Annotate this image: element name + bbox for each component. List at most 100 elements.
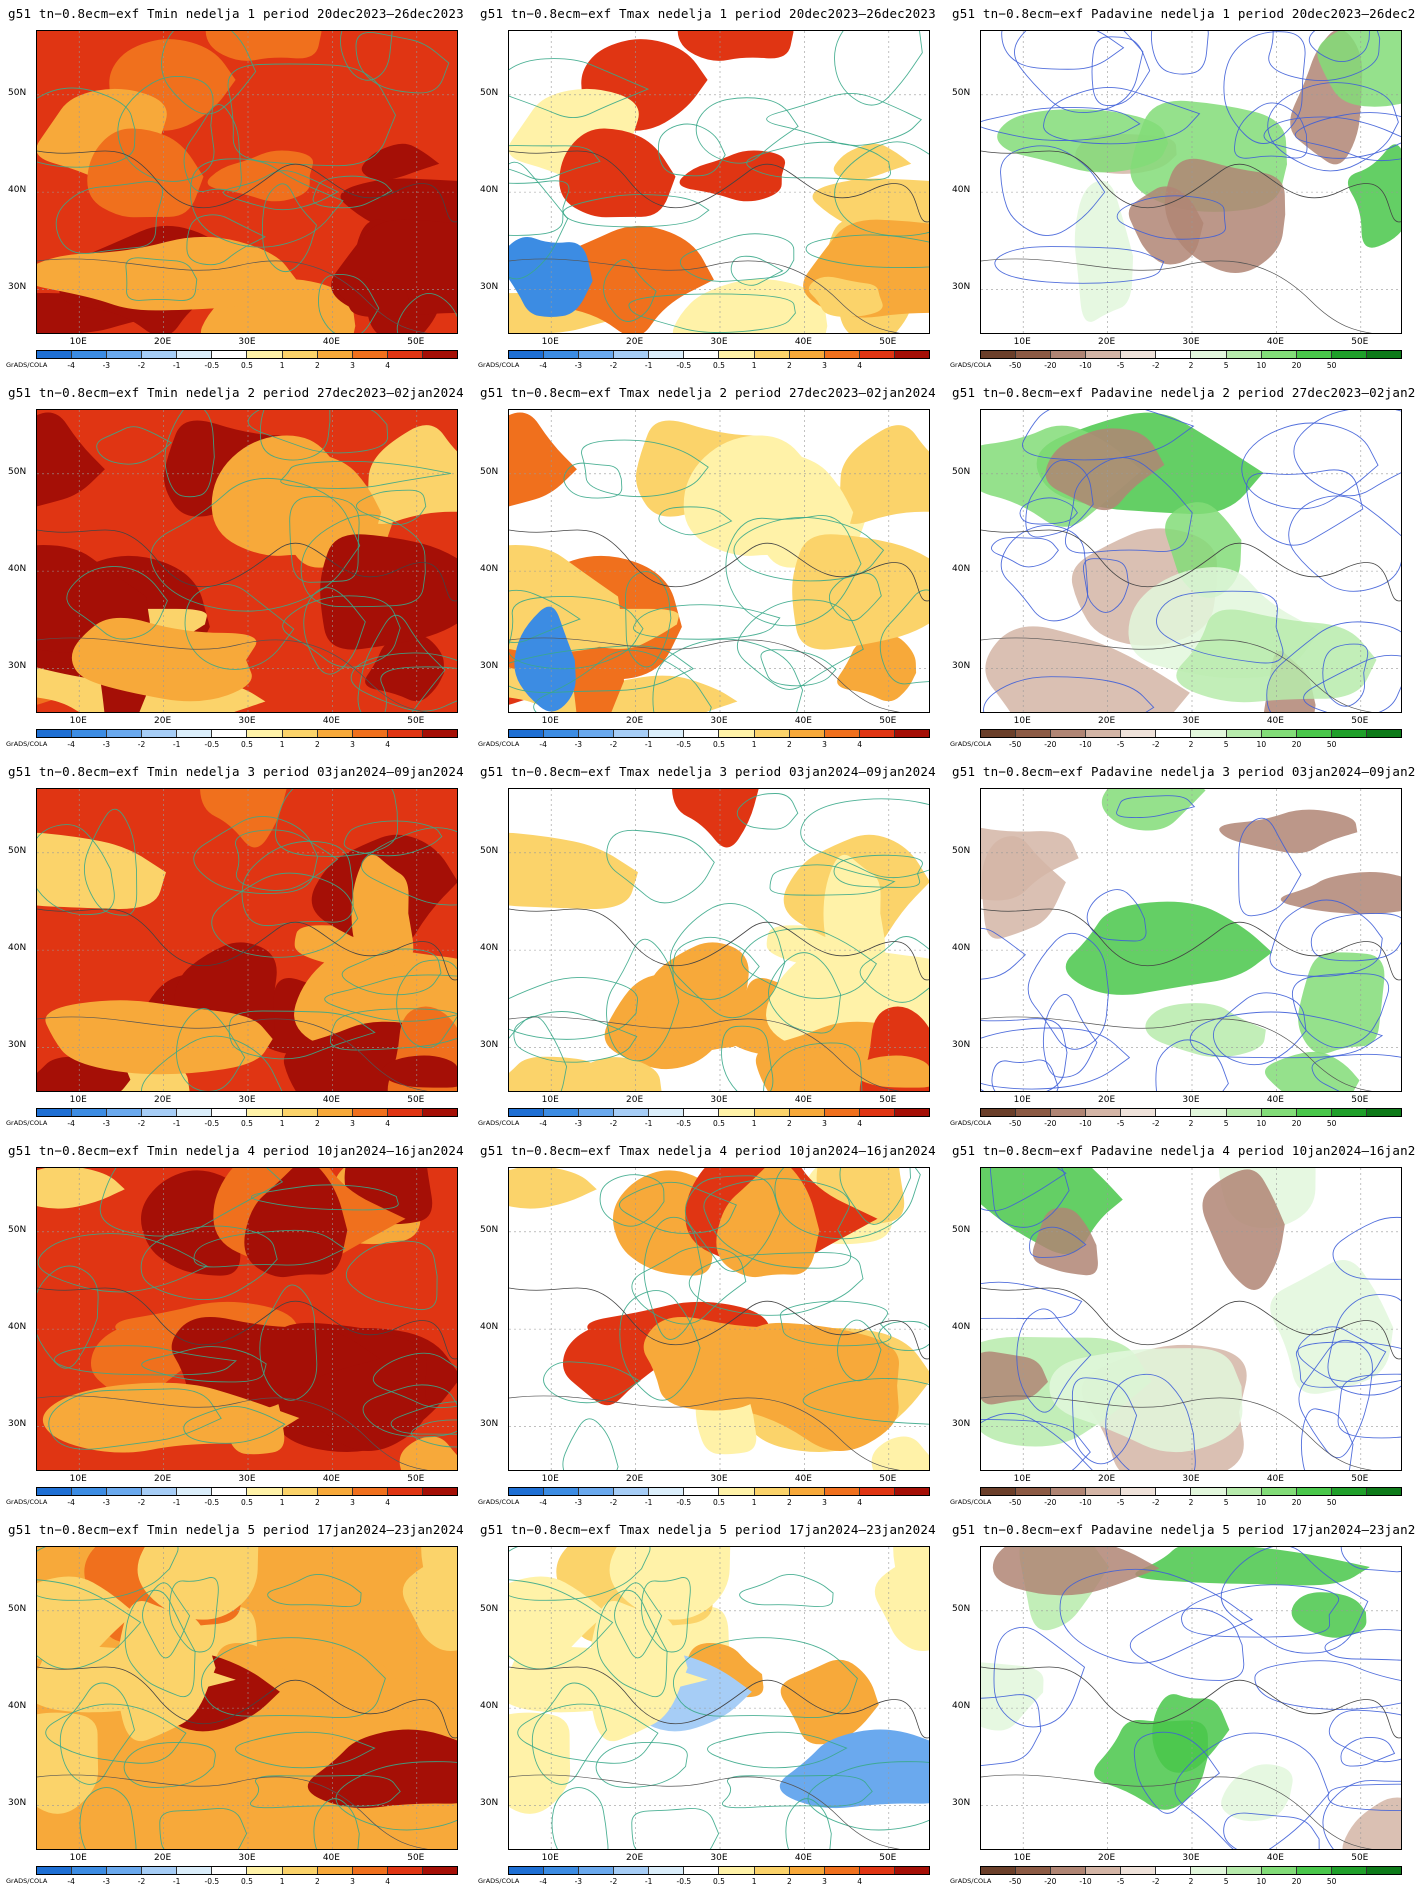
colorbar-label: -2 [137,740,146,749]
colorbar-segment [212,351,248,358]
colorbar-label: 1 [751,1498,757,1507]
colorbar-label: -0.5 [204,1877,220,1886]
map-panel-tmax-week-4: g51 tn−0.8ecm−exf Tmax nedelja 4 period … [472,1137,944,1516]
contour-line [1043,87,1201,145]
colorbar-label: -5 [1116,1877,1125,1886]
latitude-label: 50N [952,1603,971,1614]
anomaly-region [812,178,929,231]
colorbar-segment [1051,1867,1087,1874]
longitude-label: 30E [238,716,256,726]
contour-line [1223,1812,1320,1849]
coastline [509,1774,901,1849]
colorbar-segment [859,1109,895,1116]
contour-line [1288,495,1401,592]
colorbar-label: -2 [609,1877,618,1886]
colorbar-label: 2 [314,1119,320,1128]
anomaly-region [308,1659,407,1745]
anomaly-region [571,638,624,712]
latitude-label: 30N [480,1419,499,1430]
colorbar-label: -0.5 [676,361,692,370]
contour-line [509,1547,651,1601]
colorbar-label: 4 [385,1877,391,1886]
colorbar-label: 3 [350,1119,355,1128]
anomaly-region [205,31,322,61]
contour-line [250,1184,399,1211]
latitude-label: 30N [952,661,971,672]
contour-line [37,1579,142,1670]
anomaly-region [609,1547,731,1620]
colorbar-segment [37,1488,73,1495]
colorbar-label: -4 [67,1119,75,1128]
coastline [981,1395,1373,1470]
anomaly-region [981,827,1079,901]
colorbar-label: -3 [574,1877,583,1886]
colorbar-label: -0.5 [204,740,220,749]
contour-line [614,1582,663,1659]
contour-line [730,255,784,286]
contour-line [289,495,360,583]
colorbar-label: -1 [172,1119,181,1128]
colorbar-label: 0.5 [713,361,725,370]
longitude-label: 10E [1013,337,1031,347]
colorbar-label: -3 [102,1119,111,1128]
contour-line [1238,817,1302,917]
longitude-label: 10E [69,337,87,347]
grads-brand-label: GrADS/COLA [478,361,520,369]
colorbar-label: -20 [1044,1877,1057,1886]
contour-line [834,31,923,106]
longitude-label: 30E [1182,1095,1200,1105]
contour-line [124,1589,196,1698]
longitude-label: 10E [1013,1853,1031,1863]
colorbar-label: 20 [1291,740,1302,749]
colorbar-label: -1 [644,1877,653,1886]
longitude-label: 20E [626,1853,644,1863]
map-area [36,1546,458,1850]
colorbar-segment [1261,730,1297,737]
anomaly-region [1298,952,1385,1054]
contour-line [766,92,923,146]
colorbar-label: -10 [1079,1498,1092,1507]
contour-line [1332,1216,1401,1280]
colorbar-label: -4 [67,361,75,370]
contour-line [37,87,136,168]
contour-line [329,1008,457,1051]
colorbar-segment [317,730,353,737]
longitude-label: 40E [794,337,812,347]
colorbar-segment [579,351,615,358]
contour-line [1014,31,1144,114]
contour-line [1189,1011,1384,1059]
contour-line [509,645,695,693]
colorbar-label: 10 [1256,1119,1267,1128]
contour-line [1303,654,1401,712]
contour-line [551,1787,609,1849]
colorbar [36,1108,458,1117]
anomaly-region [1145,1003,1266,1058]
colorbar-segment [387,351,423,358]
colorbar-segment [37,730,73,737]
longitude-label: 20E [626,1095,644,1105]
colorbar-segment [1156,1109,1192,1116]
contour-line [1133,1731,1221,1814]
longitude-label: 10E [69,1474,87,1484]
colorbar-segment [649,730,685,737]
colorbar-label: 2 [1188,740,1194,749]
colorbar-label: -2 [1152,361,1160,370]
anomaly-region [351,854,414,974]
longitude-label: 40E [322,1095,340,1105]
contour-line [1091,36,1151,106]
colorbar-segment [177,351,213,358]
latitude-label: 50N [952,87,971,98]
contour-line [509,161,569,280]
anomaly-region [672,789,759,848]
colorbar-segment [1156,351,1192,358]
contour-line [779,1300,892,1347]
map-canvas [509,31,929,333]
colorbar-label: 4 [385,1498,391,1507]
colorbar-label: 3 [350,1877,355,1886]
contour-line [141,1346,267,1383]
coastline [37,1774,429,1849]
contour-line [746,141,891,181]
contour-line [228,1010,376,1060]
map-canvas [37,31,457,333]
contour-line [123,1742,216,1788]
